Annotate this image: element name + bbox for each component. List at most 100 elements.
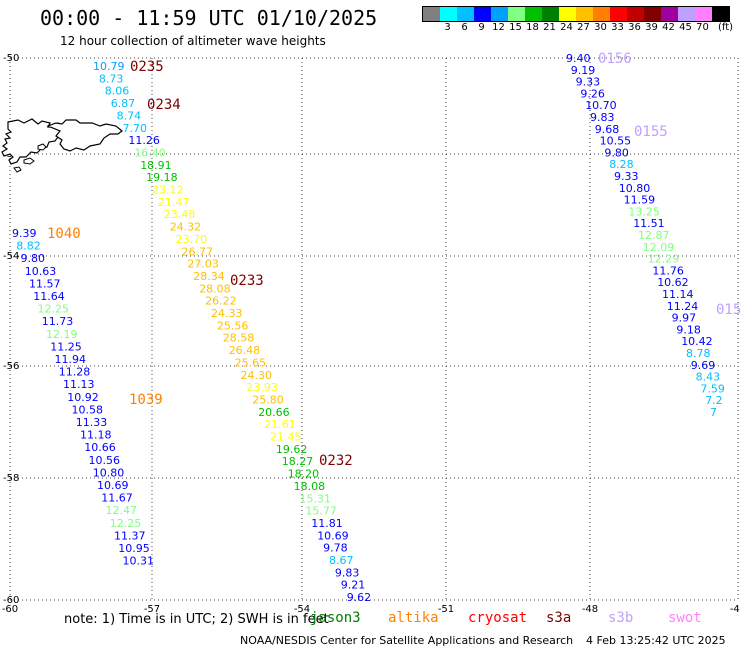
wave-height-value: 10.80 bbox=[93, 466, 125, 479]
scale-tick-label: 21 bbox=[543, 22, 556, 33]
wave-height-value: 12.09 bbox=[643, 241, 675, 254]
wave-height-value: 9.78 bbox=[323, 542, 348, 555]
note-text: note: 1) Time is in UTC; 2) SWH is in fe… bbox=[64, 612, 329, 627]
wave-height-value: 9.33 bbox=[576, 76, 601, 89]
scale-tick-label: 30 bbox=[594, 22, 607, 33]
wave-height-value: 12.25 bbox=[38, 303, 70, 316]
lat-axis-label: -54 bbox=[3, 251, 19, 262]
scale-tick-label: 6 bbox=[461, 22, 468, 33]
lat-axis-label: -50 bbox=[3, 53, 19, 64]
scale-tick-label: 9 bbox=[478, 22, 485, 33]
scale-swatch bbox=[712, 7, 729, 21]
falklands-east-coastline bbox=[46, 119, 123, 152]
wave-height-value: 10.92 bbox=[67, 391, 99, 404]
wave-height-value: 16.40 bbox=[134, 146, 166, 159]
wave-height-value: 9.26 bbox=[580, 87, 605, 100]
lon-axis-label: -48 bbox=[582, 604, 598, 615]
wave-height-value: 10.69 bbox=[317, 529, 349, 542]
wave-height-value: 26.22 bbox=[205, 295, 237, 308]
wave-height-value: 23.12 bbox=[152, 184, 184, 197]
wave-height-value: 10.63 bbox=[25, 265, 57, 278]
wave-height-value: 25.80 bbox=[252, 393, 283, 406]
scale-swatch bbox=[423, 7, 440, 21]
wave-height-value: 11.14 bbox=[662, 288, 694, 301]
pass-time-label: 0235 bbox=[130, 59, 164, 75]
map-title: 00:00 - 11:59 UTC 01/10/2025 bbox=[40, 6, 378, 30]
wave-height-value: 11.28 bbox=[59, 366, 91, 379]
wave-height-value: 8.74 bbox=[117, 109, 142, 122]
wave-height-value: 15.31 bbox=[300, 492, 332, 505]
wave-height-value: 6.87 bbox=[111, 97, 136, 110]
wave-height-value: 27.03 bbox=[187, 258, 219, 271]
scale-tick-label: 27 bbox=[577, 22, 590, 33]
map-subtitle: 12 hour collection of altimeter wave hei… bbox=[60, 34, 326, 48]
scale-swatch bbox=[576, 7, 593, 21]
wave-height-value: 11.81 bbox=[311, 517, 343, 530]
wave-height-value: 8.73 bbox=[99, 72, 124, 85]
pass-time-label: 0234 bbox=[147, 97, 181, 113]
pass-time-label: 0233 bbox=[230, 273, 264, 289]
scale-swatch bbox=[593, 7, 610, 21]
wave-height-value: 9.21 bbox=[341, 579, 366, 592]
wave-height-value: 8.78 bbox=[686, 347, 711, 360]
wave-height-value: 11.24 bbox=[667, 300, 699, 313]
wave-height-value: 9.80 bbox=[604, 146, 629, 159]
wave-height-value: 11.26 bbox=[128, 134, 160, 147]
wave-height-value: 25.56 bbox=[217, 319, 249, 332]
lat-axis-label: -56 bbox=[3, 361, 19, 372]
wave-height-value: 11.73 bbox=[42, 315, 74, 328]
color-scale-ticks: 3 6 9 12 15 18 21 24 27 30 33 36 39 42 45 70 (ft) bbox=[422, 22, 733, 34]
wave-height-value: 24.32 bbox=[170, 221, 202, 234]
wave-height-value: 11.57 bbox=[29, 277, 61, 290]
lon-axis-label: -54 bbox=[294, 604, 310, 615]
falkland-islands-landmass bbox=[1, 118, 123, 173]
wave-height-value: 10.58 bbox=[72, 403, 104, 416]
scale-tick-label: 33 bbox=[611, 22, 624, 33]
wave-height-value: 28.08 bbox=[199, 282, 231, 295]
wave-height-value: 8.43 bbox=[696, 371, 721, 384]
scale-swatch bbox=[644, 7, 661, 21]
satellite-legend-s3a: s3a bbox=[546, 610, 572, 626]
wave-track-b: 9.398.829.8010.6311.5711.6412.2511.7312.… bbox=[12, 227, 154, 568]
wave-height-value: 15.77 bbox=[305, 505, 337, 518]
scale-swatch bbox=[678, 7, 695, 21]
wave-height-value: 11.59 bbox=[624, 194, 656, 207]
wave-track-a: 10.798.738.066.878.747.7011.2616.4018.91… bbox=[93, 60, 371, 604]
wave-height-value: 12.25 bbox=[110, 517, 142, 530]
wave-height-value: 11.76 bbox=[652, 264, 684, 277]
wave-height-value: 25.65 bbox=[235, 356, 267, 369]
scale-tick-label: 36 bbox=[628, 22, 641, 33]
scale-tick-label: 42 bbox=[662, 22, 675, 33]
scale-swatch bbox=[491, 7, 508, 21]
pass-time-label: 1039 bbox=[129, 392, 163, 408]
lon-axis-label: -60 bbox=[2, 604, 18, 615]
wave-height-value: 23.93 bbox=[246, 381, 278, 394]
wave-height-value: 9.68 bbox=[595, 123, 620, 136]
wave-height-value: 10.66 bbox=[84, 441, 116, 454]
wave-height-value: 9.19 bbox=[571, 64, 596, 77]
wave-height-value: 9.80 bbox=[21, 252, 46, 265]
wave-height-value: 26.48 bbox=[229, 344, 261, 357]
wave-height-value: 23.48 bbox=[164, 208, 196, 221]
scale-tick-label: 39 bbox=[645, 22, 658, 33]
wave-height-value: 12.29 bbox=[648, 253, 680, 266]
wave-height-value: 10.80 bbox=[619, 182, 651, 195]
lat-axis-label: -58 bbox=[3, 473, 19, 484]
wave-height-value: 11.18 bbox=[80, 429, 112, 442]
wave-height-value: 9.18 bbox=[676, 323, 701, 336]
wave-height-value: 28.34 bbox=[193, 270, 225, 283]
satellite-legend-swot: swot bbox=[668, 610, 702, 626]
wave-height-value: 26.77 bbox=[182, 245, 214, 258]
wave-height-value: 23.70 bbox=[176, 233, 208, 246]
wave-height-value: 12.19 bbox=[46, 328, 78, 341]
wave-height-value: 10.31 bbox=[123, 555, 155, 568]
wave-height-value: 8.06 bbox=[105, 85, 130, 98]
wave-height-value: 18.08 bbox=[294, 480, 326, 493]
scale-swatch bbox=[508, 7, 525, 21]
wave-height-value: 7.2 bbox=[705, 394, 723, 407]
wave-height-value: 11.67 bbox=[101, 492, 133, 505]
wave-height-value: 19.18 bbox=[146, 171, 178, 184]
scale-swatch bbox=[474, 7, 491, 21]
wave-height-value: 9.40 bbox=[566, 52, 591, 65]
wave-height-value: 7 bbox=[710, 406, 717, 419]
